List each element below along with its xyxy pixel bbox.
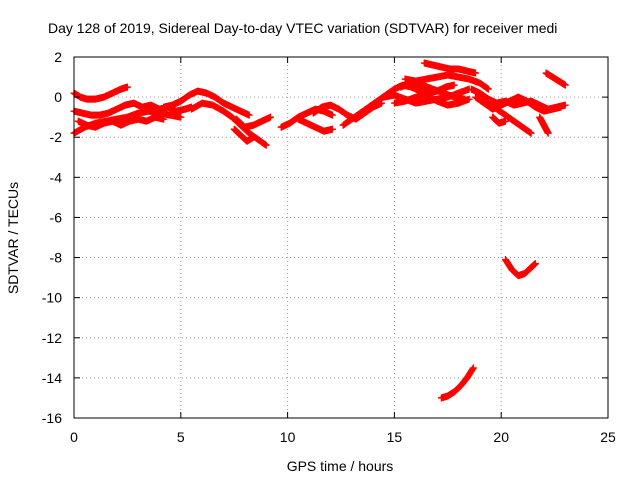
series-arc-10 [294,115,336,135]
series-arc-8 [230,125,257,145]
y-tick-label: -4 [50,169,63,185]
data-point [328,125,336,133]
y-tick-label: 2 [54,49,62,65]
series-arc-5 [160,87,253,119]
data-point [245,111,253,119]
chart-title: Day 128 of 2019, Sidereal Day-to-day VTE… [48,20,557,36]
data-points [70,59,569,402]
x-tick-label: 0 [70,429,78,445]
data-point [450,81,458,89]
data-point [561,101,569,109]
data-point [249,133,257,141]
series-arc-20 [484,99,535,137]
data-point [484,85,492,93]
data-point [501,117,509,125]
x-tick-label: 20 [493,429,509,445]
data-point [461,95,469,103]
series-arc-16 [401,71,492,93]
series-arc-25 [437,364,477,402]
series-arc-17 [420,59,480,77]
data-point [328,111,336,119]
series-arc-23 [542,69,569,89]
series-arc-4 [74,113,168,131]
data-point [544,129,552,137]
y-tick-label: -12 [42,330,62,346]
data-point [267,113,275,121]
series-arc-24 [501,256,539,280]
y-tick-label: -2 [50,129,63,145]
y-tick-label: -6 [50,209,63,225]
series-arc-21 [489,113,509,127]
data-point [469,364,477,372]
series-arc-14 [390,91,473,109]
data-point [160,115,168,123]
data-point [531,260,539,268]
series-arc-2 [70,99,195,119]
data-point [262,141,270,149]
series-arc-22 [536,113,552,137]
x-tick-label: 15 [387,429,403,445]
y-axis-label: SDTVAR / TECUs [5,182,21,294]
data-point [527,129,535,137]
x-tick-label: 10 [280,429,296,445]
y-tick-label: 0 [54,89,62,105]
data-point [123,83,131,91]
data-point [557,103,565,111]
x-tick-label: 5 [177,429,185,445]
x-tick-label: 25 [600,429,616,445]
x-axis-label: GPS time / hours [287,458,394,474]
y-tick-label: -16 [42,410,62,426]
series-arc-1 [70,83,131,103]
y-tick-label: -8 [50,250,63,266]
data-point [561,81,569,89]
plot-frame [73,56,609,419]
series-arc-7 [232,113,275,131]
y-tick-label: -10 [42,290,62,306]
y-tick-label: -14 [42,370,62,386]
data-point [177,113,185,121]
data-point [472,69,480,77]
